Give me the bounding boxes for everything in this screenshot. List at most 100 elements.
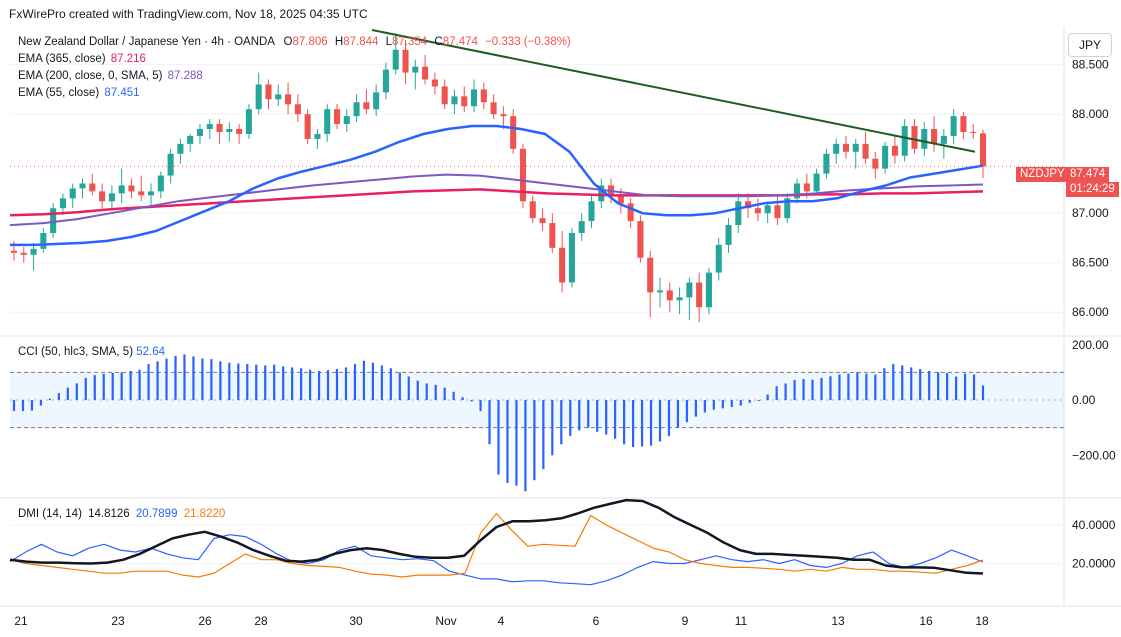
ema55-label: EMA (55, close) xyxy=(18,87,100,99)
ema55-value: 87.451 xyxy=(104,87,140,99)
candle-body xyxy=(470,89,478,107)
ema200-label: EMA (200, close, 0, SMA, 5) xyxy=(18,70,163,82)
ema55-line xyxy=(10,124,984,247)
cci-bar xyxy=(730,400,733,407)
cci-bar xyxy=(371,362,374,401)
cci-bar xyxy=(739,400,742,406)
candle-body xyxy=(69,188,76,199)
cci-bar xyxy=(228,362,231,401)
price-pane[interactable] xyxy=(9,29,1064,323)
candle-body xyxy=(138,191,145,196)
candle-body xyxy=(157,175,164,192)
cci-pane[interactable] xyxy=(10,354,1064,492)
open-label: O xyxy=(283,36,293,48)
candle-body xyxy=(725,225,732,245)
cci-bar xyxy=(963,373,967,401)
candle-body xyxy=(842,143,850,152)
candle-body xyxy=(89,183,96,192)
candle-body xyxy=(627,203,634,222)
cci-bar xyxy=(12,400,16,412)
cci-bar xyxy=(156,361,159,401)
cci-bar xyxy=(919,369,922,401)
candle-body xyxy=(59,198,66,209)
cci-bar xyxy=(300,368,303,401)
cci-bar xyxy=(775,386,778,401)
candle-body xyxy=(265,84,272,100)
candle-body xyxy=(196,129,204,136)
candle-body xyxy=(353,102,360,117)
cci-bar xyxy=(892,364,895,401)
cci-bar xyxy=(147,364,150,401)
candle-body xyxy=(519,148,527,202)
candle-body xyxy=(147,191,155,196)
candle-body xyxy=(333,109,341,125)
cci-bar xyxy=(174,355,177,401)
cci-bar xyxy=(928,371,931,401)
time-tick-label: 18 xyxy=(975,614,989,628)
candle-body xyxy=(872,158,879,169)
cci-bar xyxy=(569,400,572,436)
cci-tick-label: −200.00 xyxy=(1072,448,1116,462)
candle-body xyxy=(343,116,350,125)
cci-bar xyxy=(524,400,527,492)
dmi-label: DMI (14, 14) xyxy=(18,508,82,520)
high-label: H xyxy=(334,36,344,48)
price-tick-label: 88.000 xyxy=(1072,107,1109,121)
close-label: C xyxy=(434,36,443,48)
close-value: 87.474 xyxy=(442,36,478,48)
candle-body xyxy=(50,208,57,233)
candle-body xyxy=(226,129,233,132)
cci-bar xyxy=(246,364,249,401)
cci-bar xyxy=(560,400,563,445)
cci-bar xyxy=(470,400,473,402)
candle-body xyxy=(549,223,556,248)
candle-body xyxy=(285,94,292,105)
cci-value: 52.64 xyxy=(136,346,166,358)
candle-body xyxy=(901,126,908,156)
cci-bar xyxy=(685,400,689,423)
cci-bar xyxy=(434,384,437,401)
attribution-header: FxWirePro created with TradingView.com, … xyxy=(9,7,368,21)
candle-body xyxy=(30,248,37,255)
candle-body xyxy=(382,69,389,93)
cci-legend: CCI (50, hlc3, SMA, 5) 52.64 xyxy=(18,346,165,358)
candle-body xyxy=(40,232,47,249)
candle-body xyxy=(637,221,644,258)
cci-bar xyxy=(694,400,697,417)
dmi-pane[interactable] xyxy=(9,498,984,586)
candle-body xyxy=(441,86,448,105)
cci-bar xyxy=(57,393,60,401)
currency-button[interactable]: JPY xyxy=(1068,33,1112,57)
candle-body xyxy=(568,232,575,283)
cci-bar xyxy=(515,400,518,486)
cci-bar xyxy=(981,385,985,401)
cci-bar xyxy=(326,370,330,401)
cci-bar xyxy=(353,364,357,401)
cci-bar xyxy=(587,400,590,428)
cci-bar xyxy=(658,400,662,442)
dmi-tick-label: 20.0000 xyxy=(1072,557,1116,571)
candle-body xyxy=(735,201,742,226)
candle-body xyxy=(803,183,810,192)
cci-bar xyxy=(820,377,823,401)
cci-bar xyxy=(102,373,105,401)
change-value: −0.333 (−0.38%) xyxy=(485,36,571,48)
candle-body xyxy=(793,183,801,199)
cci-bar xyxy=(264,365,267,401)
cci-bar xyxy=(874,374,877,401)
cci-bar xyxy=(21,400,25,412)
cci-bar xyxy=(201,358,204,401)
candle-body xyxy=(431,79,438,87)
candle-body xyxy=(461,96,468,107)
candle-body xyxy=(950,116,957,136)
time-tick-label: 26 xyxy=(198,614,212,628)
open-value: 87.806 xyxy=(292,36,328,48)
candle-body xyxy=(578,221,585,233)
candle-body xyxy=(813,173,820,192)
symbol-tag: NZDJPY xyxy=(1016,167,1069,182)
candle-body xyxy=(118,185,125,194)
cci-bar xyxy=(497,400,500,475)
candle-body xyxy=(833,143,840,154)
cci-bar xyxy=(93,375,96,401)
